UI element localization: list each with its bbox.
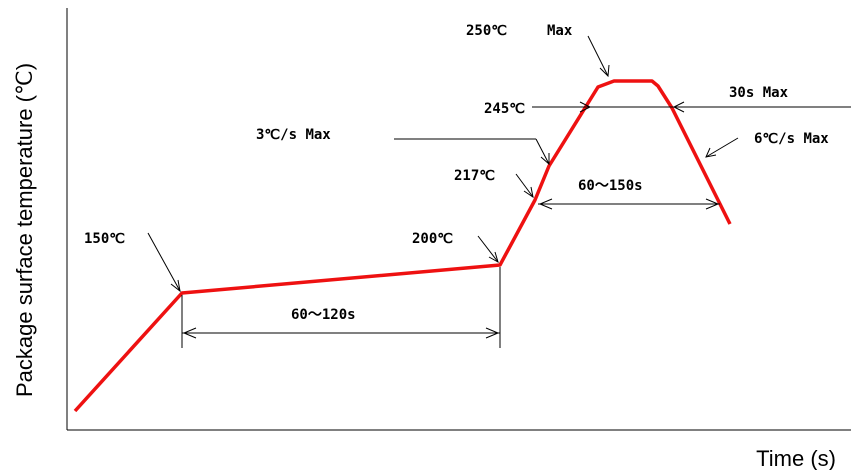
label-217c: 217℃ [454,168,495,184]
label-peak-time: 30s Max [729,85,789,101]
arrowhead-ramp-down [705,147,717,158]
series-line-reflow-profile [73,79,732,413]
arrowhead-ramp-up [540,153,550,166]
label-liquidus-time: 60～150s [578,178,643,194]
leader-150c [147,232,181,292]
label-245c: 245℃ [484,101,525,117]
label-200c: 200℃ [412,231,453,247]
arrowhead-liquidus-right [705,198,720,210]
arrowhead-245c-left [579,101,592,113]
leader-217c [515,173,534,198]
arrowhead-217c [523,186,534,199]
arrowhead-soak-left [182,327,197,339]
leader-ramp-up-d [535,138,550,165]
leader-ramp-down [705,137,739,158]
arrowhead-250c [599,64,610,78]
arrowhead-soak-right [485,327,500,339]
arrowhead-200c [488,251,499,264]
leader-250c [587,35,609,77]
label-ramp-up: 3℃/s Max [256,127,331,143]
arrowhead-150c [170,279,181,293]
y-axis-label: Package surface temperature (℃) [12,63,37,397]
label-soak-time: 60～120s [291,307,356,323]
label-150c: 150℃ [84,231,125,247]
arrowhead-245c-right [672,101,685,113]
label-ramp-down: 6℃/s Max [754,131,829,147]
label-250c: 250℃ [466,23,507,39]
arrowhead-liquidus-left [538,198,553,210]
leader-200c [477,235,499,263]
label-250c-max: Max [547,23,573,39]
x-axis-label: Time (s) [756,446,836,470]
